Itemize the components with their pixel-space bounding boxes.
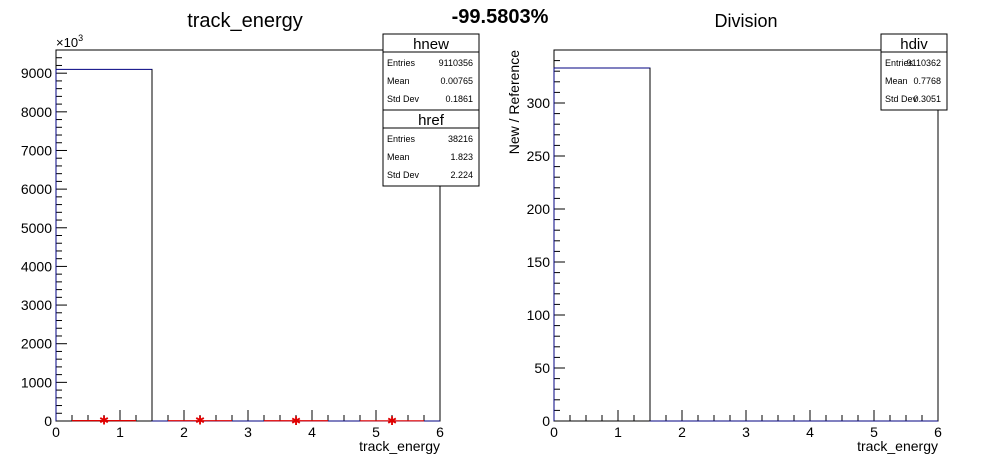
stats-row-value: 0.7768 <box>913 76 941 86</box>
x-tick-label: 5 <box>372 424 380 440</box>
histogram-hdiv <box>553 67 938 422</box>
x-tick-label: 0 <box>52 424 60 440</box>
marker-href: ✱ <box>195 414 205 428</box>
y-tick-label: 6000 <box>21 181 52 197</box>
y-axis-label: New / Reference <box>506 50 522 154</box>
x-tick-label: 0 <box>550 424 558 440</box>
marker-href: ✱ <box>387 414 397 428</box>
stats-box-title: hdiv <box>900 36 928 53</box>
y-tick-label: 7000 <box>21 142 52 158</box>
histogram-hnew <box>55 68 440 422</box>
x-tick-label: 6 <box>934 424 942 440</box>
x-tick-label: 6 <box>436 424 444 440</box>
stats-row-label: Mean <box>387 76 410 86</box>
left-panel-track-energy: track_energy 0 1 2 3 4 5 6 0 1000 2000 3000 4000 5000… <box>21 10 480 454</box>
stats-row-label: Std Dev <box>387 94 420 104</box>
x-tick-label: 3 <box>244 424 252 440</box>
x-tick-label: 5 <box>870 424 878 440</box>
marker-href: ✱ <box>99 414 109 428</box>
y-tick-label: 4000 <box>21 258 52 274</box>
stats-row-label: Std Dev <box>387 170 420 180</box>
stats-box-frame <box>382 109 480 187</box>
y-tick-label: 0 <box>542 413 550 429</box>
x-axis-label: track_energy <box>857 438 938 454</box>
y-exponent-label: ×103 <box>56 33 83 50</box>
y-tick-label: 1000 <box>21 374 52 390</box>
y-tick-label: 3000 <box>21 297 52 313</box>
x-tick-label: 3 <box>742 424 750 440</box>
y-exponent-base: ×10 <box>56 35 78 50</box>
stats-box-hnew: hnew Entries 9110356 Mean 0.00765 Std Dev 0.18… <box>382 33 480 111</box>
y-tick-label: 100 <box>527 307 551 323</box>
x-tick-label: 2 <box>678 424 686 440</box>
stats-row-value: 1.823 <box>450 152 473 162</box>
stats-row-value: 9110362 <box>907 58 941 68</box>
stats-row-value: 38216 <box>448 134 473 144</box>
y-tick-label: 150 <box>527 254 551 270</box>
stats-row-label: Mean <box>387 152 410 162</box>
stats-box-frame <box>880 33 948 111</box>
stats-row-label: Entries <box>387 134 416 144</box>
ratio-percentage: -99.5803% <box>452 6 549 28</box>
stats-box-frame <box>382 33 480 111</box>
x-tick-label: 1 <box>614 424 622 440</box>
y-tick-label: 200 <box>527 201 551 217</box>
chart-title: Division <box>714 11 777 31</box>
stats-row-label: Std Dev <box>885 94 918 104</box>
stats-row-value: 0.00765 <box>440 76 473 86</box>
y-tick-label: 2000 <box>21 336 52 352</box>
right-panel-division: Division 0 1 2 3 4 5 6 0 50 100 150 200 250 300 track_e… <box>506 11 948 454</box>
y-tick-label: 0 <box>44 413 52 429</box>
x-tick-label: 4 <box>806 424 814 440</box>
marker-href: ✱ <box>291 414 301 428</box>
x-tick-label: 4 <box>308 424 316 440</box>
x-tick-label: 2 <box>180 424 188 440</box>
x-tick-label: 1 <box>116 424 124 440</box>
x-axis-label: track_energy <box>359 438 440 454</box>
y-tick-label: 50 <box>534 360 550 376</box>
stats-row-label: Entries <box>387 58 416 68</box>
y-tick-label: 300 <box>527 95 551 111</box>
stats-row-label: Entries <box>885 58 914 68</box>
stats-row-value: 0.3051 <box>913 94 941 104</box>
plot-frame <box>55 49 441 422</box>
stats-box-title: href <box>418 112 445 129</box>
y-exponent-power: 3 <box>78 33 83 43</box>
y-tick-label: 8000 <box>21 104 52 120</box>
stats-box-title: hnew <box>413 36 449 53</box>
stats-row-label: Mean <box>885 76 908 86</box>
y-tick-label: 250 <box>527 148 551 164</box>
chart-title: track_energy <box>187 10 303 32</box>
y-tick-label: 9000 <box>21 65 52 81</box>
y-tick-label: 5000 <box>21 220 52 236</box>
stats-row-value: 2.224 <box>450 170 473 180</box>
stats-row-value: 9110356 <box>439 58 473 68</box>
plot-frame <box>553 49 939 422</box>
stats-row-value: 0.1861 <box>445 94 473 104</box>
